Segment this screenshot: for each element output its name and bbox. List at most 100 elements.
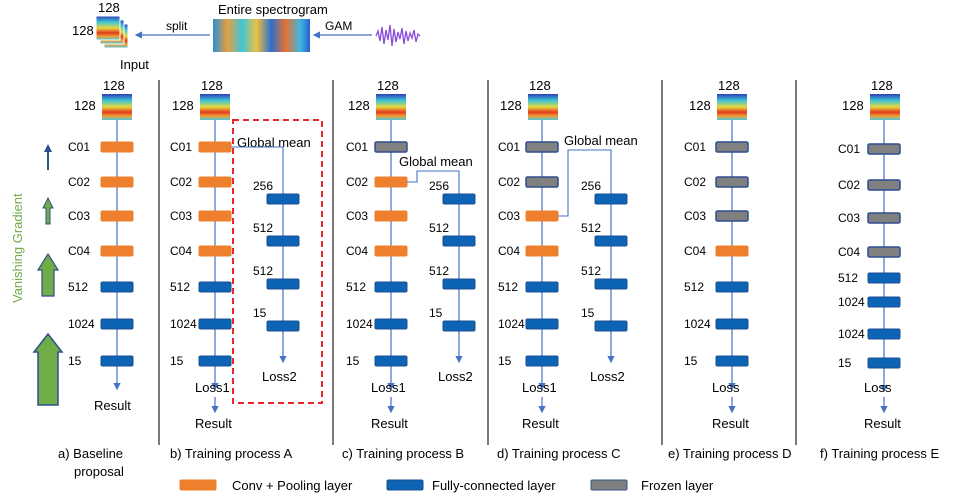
branch-connector	[558, 149, 612, 217]
layer-block-fc	[198, 355, 232, 367]
layer-label: 512	[68, 280, 88, 294]
layer-label: 512	[498, 280, 518, 294]
layer-block-conv	[198, 141, 232, 153]
layer-label: C04	[684, 244, 706, 258]
gradient-arrow-1	[44, 144, 52, 170]
global-mean-label: Global mean	[564, 133, 638, 148]
loss-label: Loss1	[371, 380, 406, 395]
spec-dim-top: 128	[529, 78, 551, 93]
spectrogram-input	[528, 94, 558, 120]
header: 128 128 Input Entire spectrogram split G…	[72, 0, 421, 72]
spectrogram-input	[376, 94, 406, 120]
layer-label: 1024	[838, 295, 865, 309]
layer-block-fc	[867, 328, 901, 340]
layer-label: C02	[498, 175, 520, 189]
layer-label: 15	[498, 354, 512, 368]
auxiliary-branch: Global mean 256 512 512 15 Loss2	[231, 135, 311, 384]
spectrogram-input	[870, 94, 900, 120]
layer-label: C02	[838, 178, 860, 192]
layer-label: 15	[346, 354, 360, 368]
layer-label: 512	[346, 280, 366, 294]
layer-block-fc	[715, 318, 749, 330]
layer-block-conv	[374, 245, 408, 257]
spec-dim-left: 128	[348, 98, 370, 113]
layer-label: C03	[170, 209, 192, 223]
legend-swatch-frozen	[590, 479, 628, 491]
spectrogram-input	[200, 94, 230, 120]
layer-block-fc	[715, 281, 749, 293]
loss2-label: Loss2	[590, 369, 625, 384]
result-label: Result	[522, 416, 559, 431]
auxiliary-branch: Global mean 256 512 512 15 Loss2	[558, 133, 638, 384]
branch-layer-block-fc	[442, 278, 476, 290]
layer-label: 1024	[68, 317, 95, 331]
gradient-arrow-4	[32, 332, 64, 406]
legend-swatch-fc	[386, 479, 424, 491]
layer-label: 512	[684, 280, 704, 294]
input-dim-top: 128	[98, 0, 120, 15]
layer-block-fc	[100, 281, 134, 293]
layer-label: C02	[684, 175, 706, 189]
layer-block-conv	[525, 245, 559, 257]
layer-label: C03	[346, 209, 368, 223]
branch-layer-label: 256	[581, 179, 601, 193]
layer-block-frozen	[715, 210, 749, 222]
layer-label: 512	[170, 280, 190, 294]
legend-label: Fully-connected layer	[432, 478, 556, 493]
loss-label: Loss1	[522, 380, 557, 395]
audio-waveform-image	[375, 20, 421, 52]
layer-block-fc	[198, 318, 232, 330]
branch-layer-block-fc	[266, 320, 300, 332]
spec-dim-top: 128	[718, 78, 740, 93]
branch-layer-block-fc	[266, 193, 300, 205]
layer-label: 1024	[498, 317, 525, 331]
panel-a: 128 128 C01 C02 C03 C04 512 1024 15 Result a) Base…	[58, 78, 134, 479]
global-mean-label: Global mean	[399, 154, 473, 169]
layer-block-fc	[198, 281, 232, 293]
layer-block-fc	[867, 296, 901, 308]
layer-block-frozen	[867, 143, 901, 155]
result-label: Result	[371, 416, 408, 431]
waveform-icon	[375, 24, 421, 47]
branch-layer-label: 512	[581, 264, 601, 278]
layer-block-frozen	[867, 212, 901, 224]
layer-block-conv	[100, 176, 134, 188]
branch-layer-block-fc	[594, 193, 628, 205]
input-spectrogram-stack	[95, 15, 129, 49]
branch-layer-block-fc	[442, 193, 476, 205]
branch-layer-label: 512	[253, 264, 273, 278]
layer-label: C01	[838, 142, 860, 156]
layer-label: C04	[170, 244, 192, 258]
result-label: Result	[712, 416, 749, 431]
result-label: Result	[195, 416, 232, 431]
spectrogram-title: Entire spectrogram	[218, 2, 328, 17]
branch-layer-block-fc	[266, 235, 300, 247]
branch-layer-label: 512	[429, 264, 449, 278]
layer-block-conv	[374, 210, 408, 222]
output-label: Result	[94, 398, 131, 413]
spec-dim-top: 128	[871, 78, 893, 93]
auxiliary-branch: Global mean 256 512 512 15 Loss2	[399, 154, 476, 384]
layer-block-fc	[374, 318, 408, 330]
panel-d: 128 128 C01 C02 C03 C04 512 1024 15 Loss1 Result Gl…	[497, 78, 638, 461]
panel-caption: c) Training process B	[342, 446, 464, 461]
layer-label: C01	[498, 140, 520, 154]
layer-label: 15	[170, 354, 184, 368]
layer-label: C03	[498, 209, 520, 223]
panel-caption: d) Training process C	[497, 446, 621, 461]
result-label: Result	[864, 416, 901, 431]
layer-block-conv	[374, 176, 408, 188]
vanishing-gradient: Vanishing Gradient	[10, 144, 64, 406]
layer-label: C03	[684, 209, 706, 223]
layer-label: C01	[170, 140, 192, 154]
branch-connector	[407, 170, 460, 194]
layer-block-conv	[100, 210, 134, 222]
spectrogram-input	[102, 94, 132, 120]
spectrogram-input	[717, 94, 747, 120]
legend: Conv + Pooling layer Fully-connected laye…	[179, 478, 714, 493]
layer-block-fc	[525, 318, 559, 330]
layer-label: C03	[838, 211, 860, 225]
layer-label: 1024	[838, 327, 865, 341]
panel-e: 128 128 C01 C02 C03 C04 512 1024 15 Loss Result e) …	[668, 78, 792, 461]
